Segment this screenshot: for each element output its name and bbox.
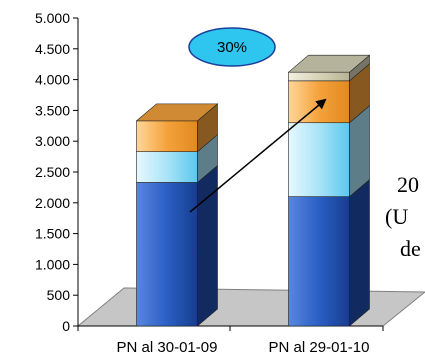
growth-arrow <box>189 98 327 213</box>
y-tick-label: 4.500 <box>35 41 70 57</box>
bars <box>135 54 371 327</box>
bar-segment <box>288 196 350 327</box>
y-tick-label: 500 <box>47 287 71 303</box>
bar-segment <box>136 120 198 152</box>
y-tick-label: 2.500 <box>35 164 70 180</box>
percentage-label: 30% <box>217 39 247 56</box>
bar-segment <box>136 182 198 327</box>
y-tick-label: 2.000 <box>35 195 70 211</box>
chart-floor <box>76 287 425 327</box>
category-labels: PN al 30-01-09 PN al 29-01-10 <box>117 339 370 356</box>
percentage-bubble <box>188 27 276 67</box>
y-tick-label: 0 <box>62 318 70 334</box>
y-tick-label: 3.500 <box>35 102 70 118</box>
side-text-line-2: (U <box>385 204 408 229</box>
y-tick-label: 3.000 <box>35 133 70 149</box>
bar-top <box>287 54 371 73</box>
y-tick-label: 4.000 <box>35 72 70 88</box>
bar-segment <box>288 71 350 82</box>
y-axis-ticks: 0 500 1.000 1.500 2.000 2.500 3.000 3.500 4.000 4… <box>35 10 78 334</box>
category-label: PN al 30-01-09 <box>117 339 218 356</box>
category-label: PN al 29-01-10 <box>269 339 370 356</box>
bar-segment-side <box>197 164 218 327</box>
side-text-line-3: de <box>400 236 421 261</box>
y-tick-label: 5.000 <box>35 10 70 26</box>
bar-segment <box>288 122 350 197</box>
bar-segment-side <box>349 178 370 327</box>
side-text-line-1: 20 <box>397 172 419 197</box>
y-tick-label: 1.000 <box>35 256 70 272</box>
bar-top <box>135 103 219 122</box>
bar-segment <box>136 151 198 183</box>
y-tick-label: 1.500 <box>35 226 70 242</box>
bar-segment <box>288 80 350 124</box>
